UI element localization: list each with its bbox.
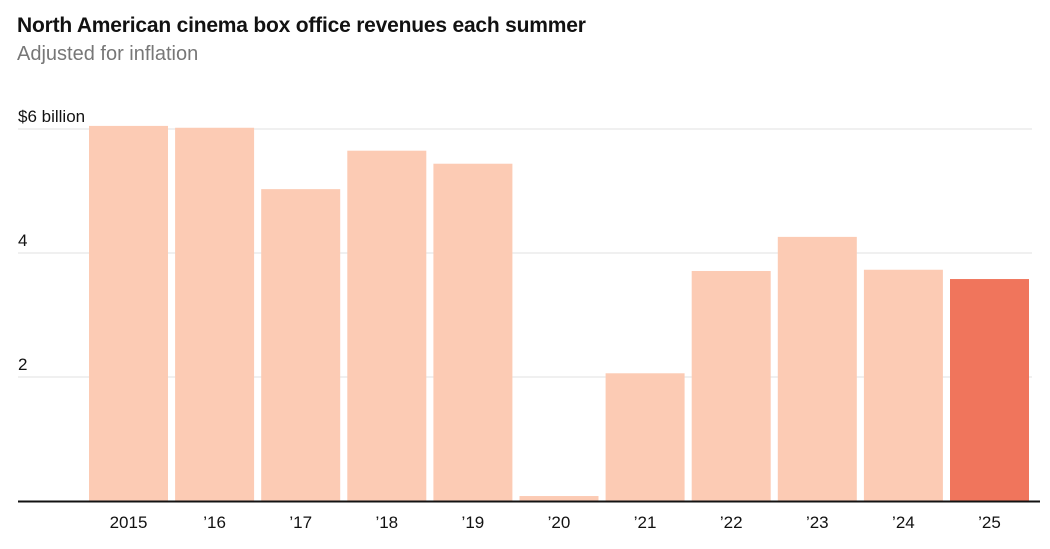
bar-5 [519, 496, 599, 501]
bar-7 [691, 270, 771, 501]
x-tick-label: ’24 [892, 513, 915, 532]
chart-subtitle: Adjusted for inflation [17, 43, 199, 65]
x-tick-label: ’18 [375, 513, 398, 532]
bar-0 [89, 125, 168, 502]
y-tick-label: 2 [18, 355, 27, 374]
x-tick-label: ’19 [462, 513, 485, 532]
x-tick-label: ’25 [978, 513, 1001, 532]
bar-6 [605, 373, 685, 501]
y-tick-label: $6 billion [18, 107, 85, 126]
x-tick-label: ’20 [548, 513, 571, 532]
bar-8 [777, 236, 857, 501]
chart-title: North American cinema box office revenue… [17, 14, 586, 37]
x-tick-label: ’22 [720, 513, 743, 532]
bar-3 [347, 150, 427, 501]
x-tick-label: ’23 [806, 513, 829, 532]
x-tick-label: ’21 [634, 513, 657, 532]
x-tick-label: 2015 [110, 513, 148, 532]
bar-9 [863, 269, 943, 501]
bar-10 [950, 279, 1029, 501]
bar-2 [261, 189, 341, 501]
x-tick-label: ’17 [289, 513, 312, 532]
y-tick-label: 4 [18, 231, 27, 250]
bar-1 [175, 127, 255, 501]
x-tick-label: ’16 [203, 513, 226, 532]
bar-4 [433, 163, 513, 501]
